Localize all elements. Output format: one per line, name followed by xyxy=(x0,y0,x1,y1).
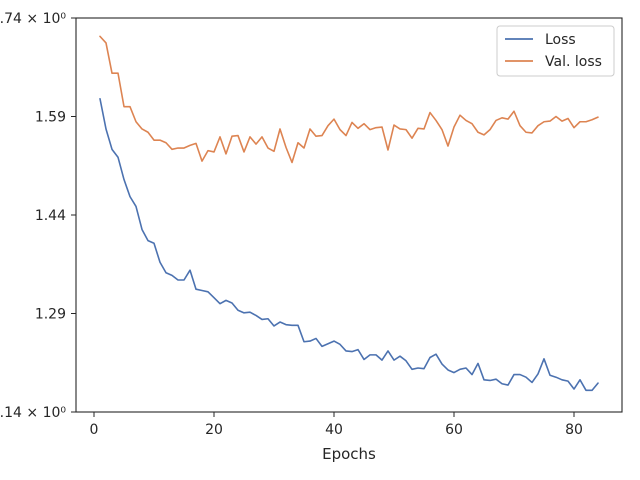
series-layer xyxy=(99,35,599,392)
x-axis-label: Epochs xyxy=(322,445,376,463)
legend-entry-1: Val. loss xyxy=(545,54,602,70)
y-tick-label: 1.14 × 10⁰ xyxy=(0,405,66,421)
x-tick-label: 80 xyxy=(565,422,583,438)
legend: Loss Val. loss xyxy=(496,25,615,77)
x-axis-ticks: 0 20 40 60 80 xyxy=(90,412,583,438)
plot-area xyxy=(75,17,623,413)
y-tick-label: 1.74 × 10⁰ xyxy=(0,11,66,27)
legend-entry-0: Loss xyxy=(545,32,576,48)
x-tick-label: 20 xyxy=(205,422,223,438)
y-tick-label: 1.29 xyxy=(35,307,66,323)
y-tick-label: 1.59 xyxy=(35,110,66,126)
y-axis-ticks: 1.14 × 10⁰ 1.29 1.44 1.59 1.74 × 10⁰ xyxy=(0,11,76,421)
x-tick-label: 0 xyxy=(90,422,99,438)
x-tick-label: 60 xyxy=(445,422,463,438)
y-tick-label: 1.44 xyxy=(35,208,66,224)
series-line-0 xyxy=(99,97,599,392)
x-tick-label: 40 xyxy=(325,422,343,438)
axes-frame xyxy=(75,17,623,413)
series-line-1 xyxy=(99,35,599,164)
